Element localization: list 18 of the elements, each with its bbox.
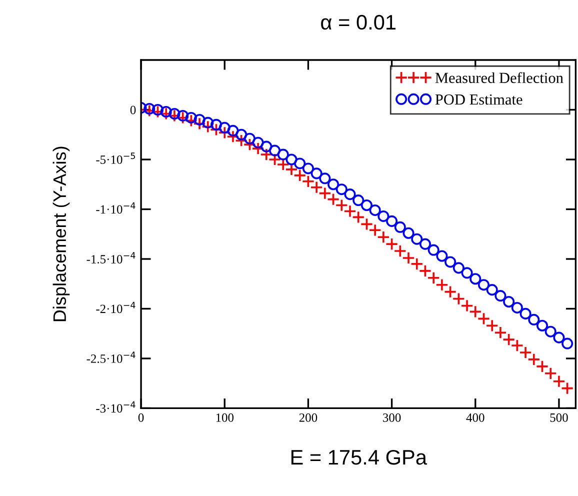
y-axis-title: Displacement (Y-Axis) xyxy=(52,146,70,322)
y-tick-label: -5·10$^{−5}$ xyxy=(96,152,135,164)
y-tick-label: 0 xyxy=(130,106,136,114)
y-tick-label: -1·10$^{−4}$ xyxy=(96,202,136,214)
legend-label: POD Estimate xyxy=(435,94,522,105)
y-tick-label: -1.5·10$^{−4}$ xyxy=(86,252,136,264)
x-axis-title: E = 175.4 GPa xyxy=(291,450,427,465)
legend-label: Measured Deflection xyxy=(435,72,564,84)
x-tick-label: 200 xyxy=(299,413,318,422)
x-tick-label: 500 xyxy=(550,413,568,422)
x-tick-label: 0 xyxy=(138,413,144,422)
x-tick-label: 100 xyxy=(216,413,234,422)
y-tick-label: -2.5·10$^{−4}$ xyxy=(86,352,136,363)
y-tick-label: -3·10$^{−4}$ xyxy=(96,401,136,413)
x-tick-label: 400 xyxy=(466,413,484,422)
x-tick-label: 300 xyxy=(383,413,401,422)
y-tick-label: -2·10$^{−4}$ xyxy=(96,302,136,314)
chart-title: α = 0.01 xyxy=(321,14,396,30)
